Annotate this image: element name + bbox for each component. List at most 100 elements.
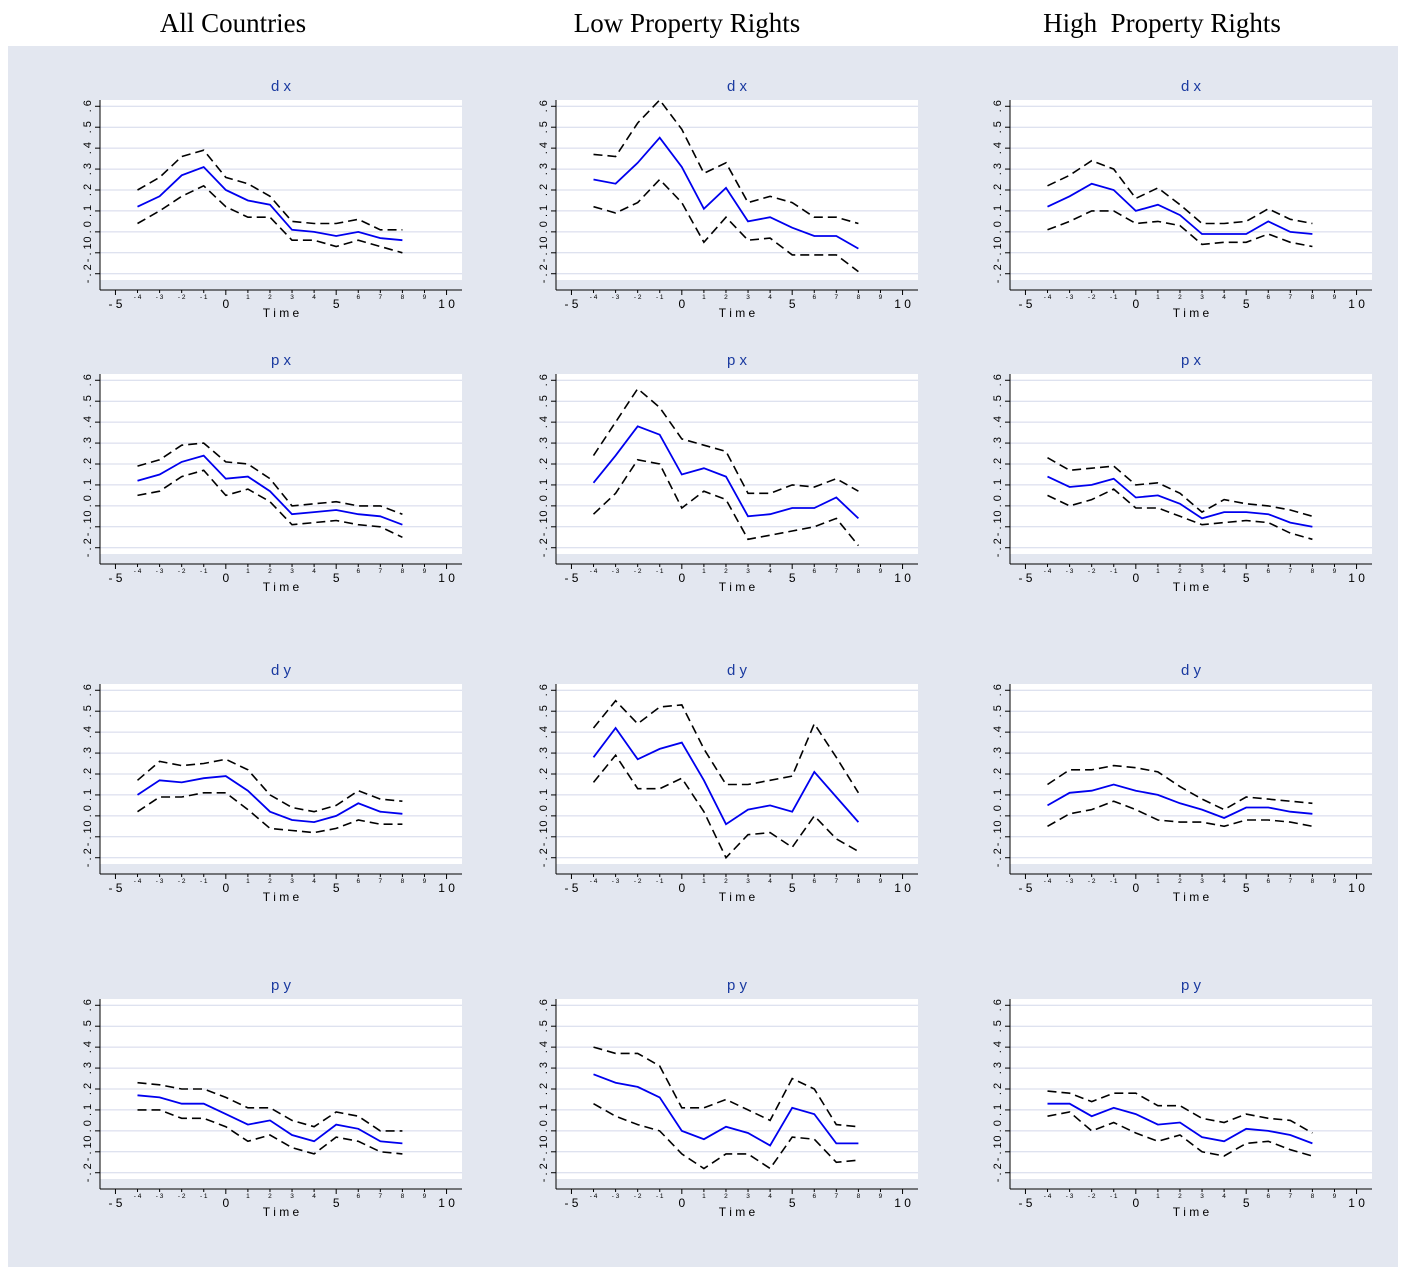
x-minor-tick-label: - 2 (1088, 1193, 1096, 1200)
x-axis-label: T i m e (263, 306, 300, 320)
x-minor-tick-label: - 1 (200, 294, 208, 301)
y-tick-label: . 3 (538, 1062, 550, 1074)
y-tick-label: . 2 (992, 458, 1004, 470)
y-tick-label: . 1 (992, 1104, 1004, 1116)
x-minor-tick-label: 4 (1222, 568, 1226, 575)
chart-title: p y (727, 977, 748, 994)
x-minor-tick-label: 9 (879, 568, 883, 575)
x-minor-tick-label: - 2 (1088, 294, 1096, 301)
y-tick-label: . 5 (538, 395, 550, 407)
series-line-estimate (137, 454, 403, 526)
y-tick-label: - . 2 (82, 264, 94, 283)
x-tick-label: 0 (1132, 1196, 1139, 1210)
x-minor-tick-label: - 4 (1044, 294, 1052, 301)
y-tick-label: - . 1 (538, 827, 550, 846)
x-minor-tick-label: - 4 (1044, 568, 1052, 575)
y-tick-label: . 5 (992, 1020, 1004, 1032)
x-minor-tick-label: 6 (356, 1193, 360, 1200)
x-minor-tick-label: 1 (702, 294, 706, 301)
series-line-lower-band (1047, 488, 1313, 541)
y-tick-label: . 2 (992, 768, 1004, 780)
series-line-lower-band (1047, 1111, 1313, 1157)
x-tick-label: 0 (222, 881, 229, 895)
series-line-estimate (1047, 783, 1313, 819)
series-line-estimate (593, 1073, 859, 1147)
series-line-lower-band (137, 469, 403, 539)
x-axis-label: T i m e (1173, 580, 1210, 594)
y-tick-label: - . 1 (82, 243, 94, 262)
x-minor-tick-label: - 2 (1088, 878, 1096, 885)
series-line-upper-band (1047, 764, 1313, 811)
y-tick-label: - . 2 (538, 848, 550, 867)
x-axis-label: T i m e (263, 580, 300, 594)
x-tick-label: 1 0 (1348, 1196, 1365, 1210)
y-tick-label: . 6 (538, 374, 550, 386)
y-tick-label: . 4 (538, 1041, 550, 1053)
x-minor-tick-label: - 2 (178, 878, 186, 885)
y-tick-label: . 6 (82, 684, 94, 696)
x-tick-label: 1 0 (894, 297, 911, 311)
x-minor-tick-label: 2 (724, 878, 728, 885)
x-minor-tick-label: 8 (1311, 878, 1315, 885)
y-tick-label: . 3 (992, 437, 1004, 449)
x-tick-label: 5 (789, 297, 796, 311)
y-tick-label: - . 1 (82, 1142, 94, 1161)
x-tick-label: 1 0 (894, 571, 911, 585)
y-tick-label: . 2 (538, 768, 550, 780)
y-tick-label: . 4 (538, 416, 550, 428)
x-axis-label: T i m e (719, 306, 756, 320)
y-tick-label: 0 . 0 (538, 805, 550, 826)
x-axis-label: T i m e (719, 580, 756, 594)
chart-title: d y (1181, 662, 1202, 679)
y-tick-label: . 4 (992, 416, 1004, 428)
x-minor-tick-label: - 2 (1088, 568, 1096, 575)
series-line-upper-band (1047, 1090, 1313, 1134)
x-minor-tick-label: - 4 (590, 568, 598, 575)
y-tick-label: . 3 (538, 163, 550, 175)
x-minor-tick-label: 8 (401, 1193, 405, 1200)
x-minor-tick-label: 9 (423, 878, 427, 885)
x-minor-tick-label: 6 (356, 568, 360, 575)
y-tick-label: . 4 (992, 142, 1004, 154)
chart-title: p y (1181, 977, 1202, 994)
x-axis-label: T i m e (1173, 890, 1210, 904)
y-tick-label: . 5 (538, 121, 550, 133)
y-tick-label: . 6 (992, 684, 1004, 696)
chart-12: - . 2 - . 10 . 0 . 1 . 2 . 3 . 4 . 5 . 6 - 5 0 5 1 … (992, 977, 1372, 1219)
y-tick-label: . 3 (82, 437, 94, 449)
y-tick-label: - . 1 (992, 827, 1004, 846)
x-tick-label: 1 0 (438, 881, 455, 895)
x-tick-label: 1 0 (1348, 571, 1365, 585)
x-tick-label: 0 (1132, 571, 1139, 585)
chart-title: p x (1181, 352, 1202, 369)
y-tick-label: . 1 (538, 205, 550, 217)
x-minor-tick-label: - 1 (1110, 1193, 1118, 1200)
x-minor-tick-label: - 1 (200, 878, 208, 885)
chart-7: - . 2 - . 10 . 0 . 1 . 2 . 3 . 4 . 5 . 6 - 5 0 5 1 … (82, 662, 462, 904)
chart-title: p y (271, 977, 292, 994)
x-minor-tick-label: 2 (1178, 878, 1182, 885)
x-minor-tick-label: - 3 (156, 294, 164, 301)
x-minor-tick-label: - 4 (590, 1193, 598, 1200)
x-minor-tick-label: - 4 (134, 878, 142, 885)
x-minor-tick-label: 7 (1289, 294, 1293, 301)
y-tick-label: . 4 (82, 142, 94, 154)
y-tick-label: - . 1 (992, 1142, 1004, 1161)
x-minor-tick-label: 6 (1266, 878, 1270, 885)
y-tick-label: - . 2 (82, 848, 94, 867)
y-tick-label: 0 . 0 (992, 1120, 1004, 1141)
x-minor-tick-label: 8 (857, 1193, 861, 1200)
x-minor-tick-label: - 2 (634, 294, 642, 301)
y-tick-label: . 2 (82, 768, 94, 780)
x-minor-tick-label: - 1 (656, 568, 664, 575)
x-tick-label: 5 (789, 571, 796, 585)
x-minor-tick-label: - 2 (634, 1193, 642, 1200)
column-header-high-property-rights: High Property Rights (1043, 8, 1281, 38)
x-tick-label: 0 (678, 571, 685, 585)
y-tick-label: . 4 (992, 1041, 1004, 1053)
x-minor-tick-label: 3 (746, 294, 750, 301)
x-tick-label: - 5 (1018, 1196, 1032, 1210)
y-tick-label: . 2 (992, 1083, 1004, 1095)
y-tick-label: - . 2 (82, 538, 94, 557)
series-line-estimate (592, 425, 860, 520)
